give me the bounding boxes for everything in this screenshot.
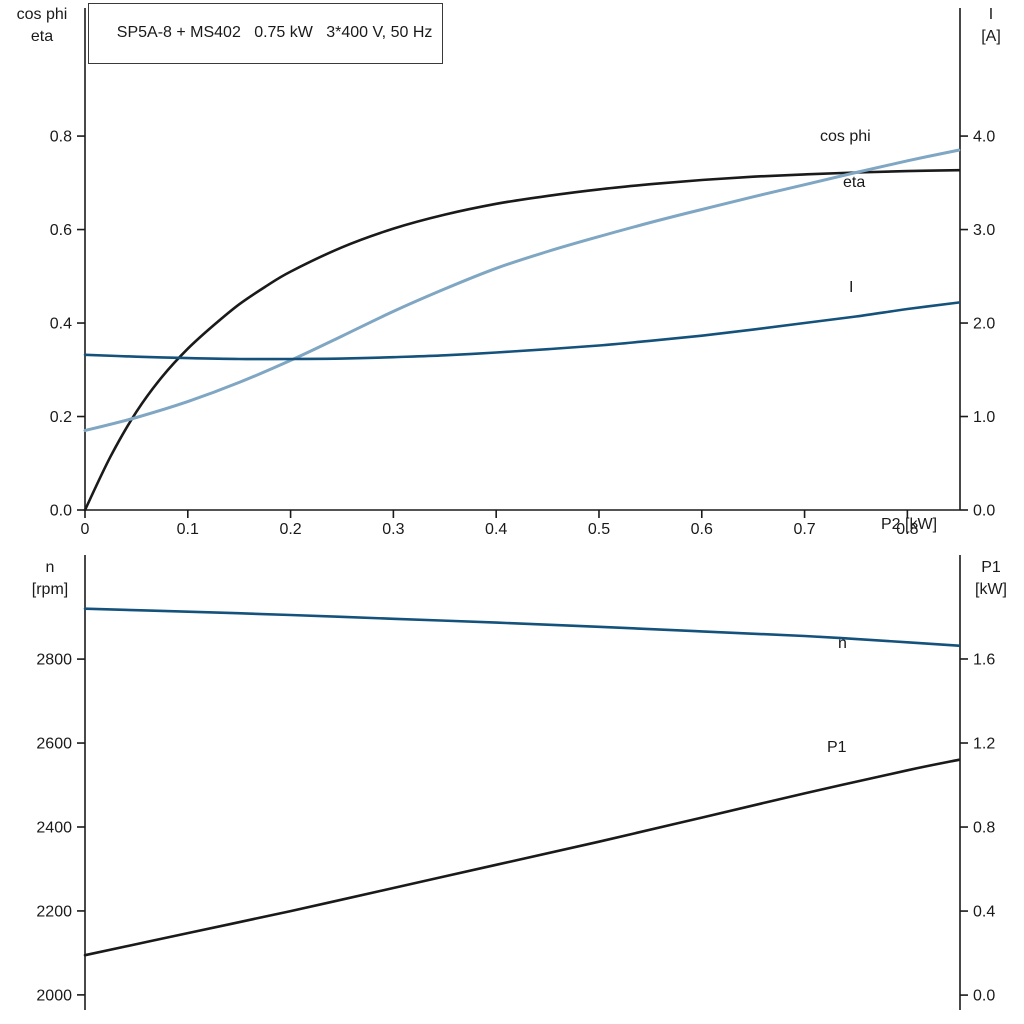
right-axis-tick-label: 0.0: [973, 988, 995, 1005]
series-I: [83, 301, 961, 361]
x-axis-tick-label: 0.8: [896, 521, 918, 538]
chart-title: SP5A-8 + MS402 0.75 kW 3*400 V, 50 Hz: [116, 24, 433, 41]
bottom-right-axis-title-line1: P1: [981, 559, 1001, 576]
top-right-axis-title-line1: I: [988, 6, 994, 23]
curve-label-eta: eta: [843, 174, 865, 191]
left-axis-tick-label: 0.8: [50, 129, 72, 146]
series-cos-phi: [83, 148, 961, 432]
series-n: [83, 607, 961, 647]
right-axis-tick-label: 2.0: [973, 316, 995, 333]
x-axis-label: P2 [kW]: [881, 516, 938, 533]
top-left-axis-title: cos phi eta: [4, 4, 80, 48]
x-axis-tick-label: 0.4: [485, 521, 507, 538]
bottom-left-axis-title-line1: n: [45, 559, 55, 576]
series-P1: [83, 758, 961, 957]
left-axis-tick-label: 0.6: [50, 222, 72, 239]
right-axis-tick-label: 3.0: [973, 222, 995, 239]
right-axis-tick-label: 1.6: [973, 651, 995, 668]
left-axis-tick-label: 2200: [36, 903, 72, 920]
x-axis-tick-label: 0.7: [793, 521, 815, 538]
x-axis-tick-label: 0.1: [177, 521, 199, 538]
right-axis-tick-label: 1.0: [973, 409, 995, 426]
chart-title-box: SP5A-8 + MS402 0.75 kW 3*400 V, 50 Hz: [88, 3, 444, 64]
left-axis-tick-label: 0.2: [50, 409, 72, 426]
left-axis-tick-label: 2800: [36, 652, 72, 669]
bottom-right-axis-title-line2: [kW]: [975, 581, 1007, 598]
curve-label-P1: P1: [827, 739, 847, 756]
left-axis-tick-label: 0.0: [50, 503, 72, 520]
x-axis-tick-label: 0.6: [691, 521, 713, 538]
right-axis-tick-label: 0.8: [973, 820, 995, 837]
series-eta: [83, 168, 961, 512]
left-axis-tick-label: 2000: [36, 987, 72, 1004]
top-left-axis-title-line1: cos phi: [16, 6, 68, 23]
curve-label-I: I: [849, 279, 853, 296]
x-axis-tick-label: 0.2: [279, 521, 301, 538]
x-axis-tick-label: 0.5: [588, 521, 610, 538]
top-right-axis-title-line2: [A]: [981, 28, 1001, 45]
curve-label-n: n: [838, 635, 847, 652]
top-right-axis-title: I [A]: [962, 4, 1020, 48]
right-axis-tick-label: 0.0: [973, 503, 995, 520]
left-axis-tick-label: 2600: [36, 736, 72, 753]
curve-label-cos-phi: cos phi: [820, 128, 871, 145]
top-left-axis-title-line2: eta: [30, 28, 54, 45]
bottom-left-axis-title: n [rpm]: [18, 557, 82, 601]
bottom-left-axis-title-line2: [rpm]: [31, 581, 69, 598]
x-axis-tick-label: 0: [81, 521, 90, 538]
x-axis-tick-label: 0.3: [382, 521, 404, 538]
right-axis-tick-label: 0.4: [973, 904, 995, 921]
left-axis-tick-label: 2400: [36, 819, 72, 836]
right-axis-tick-label: 1.2: [973, 736, 995, 753]
bottom-right-axis-title: P1 [kW]: [960, 557, 1022, 601]
left-axis-tick-label: 0.4: [50, 316, 72, 333]
right-axis-tick-label: 4.0: [973, 129, 995, 146]
